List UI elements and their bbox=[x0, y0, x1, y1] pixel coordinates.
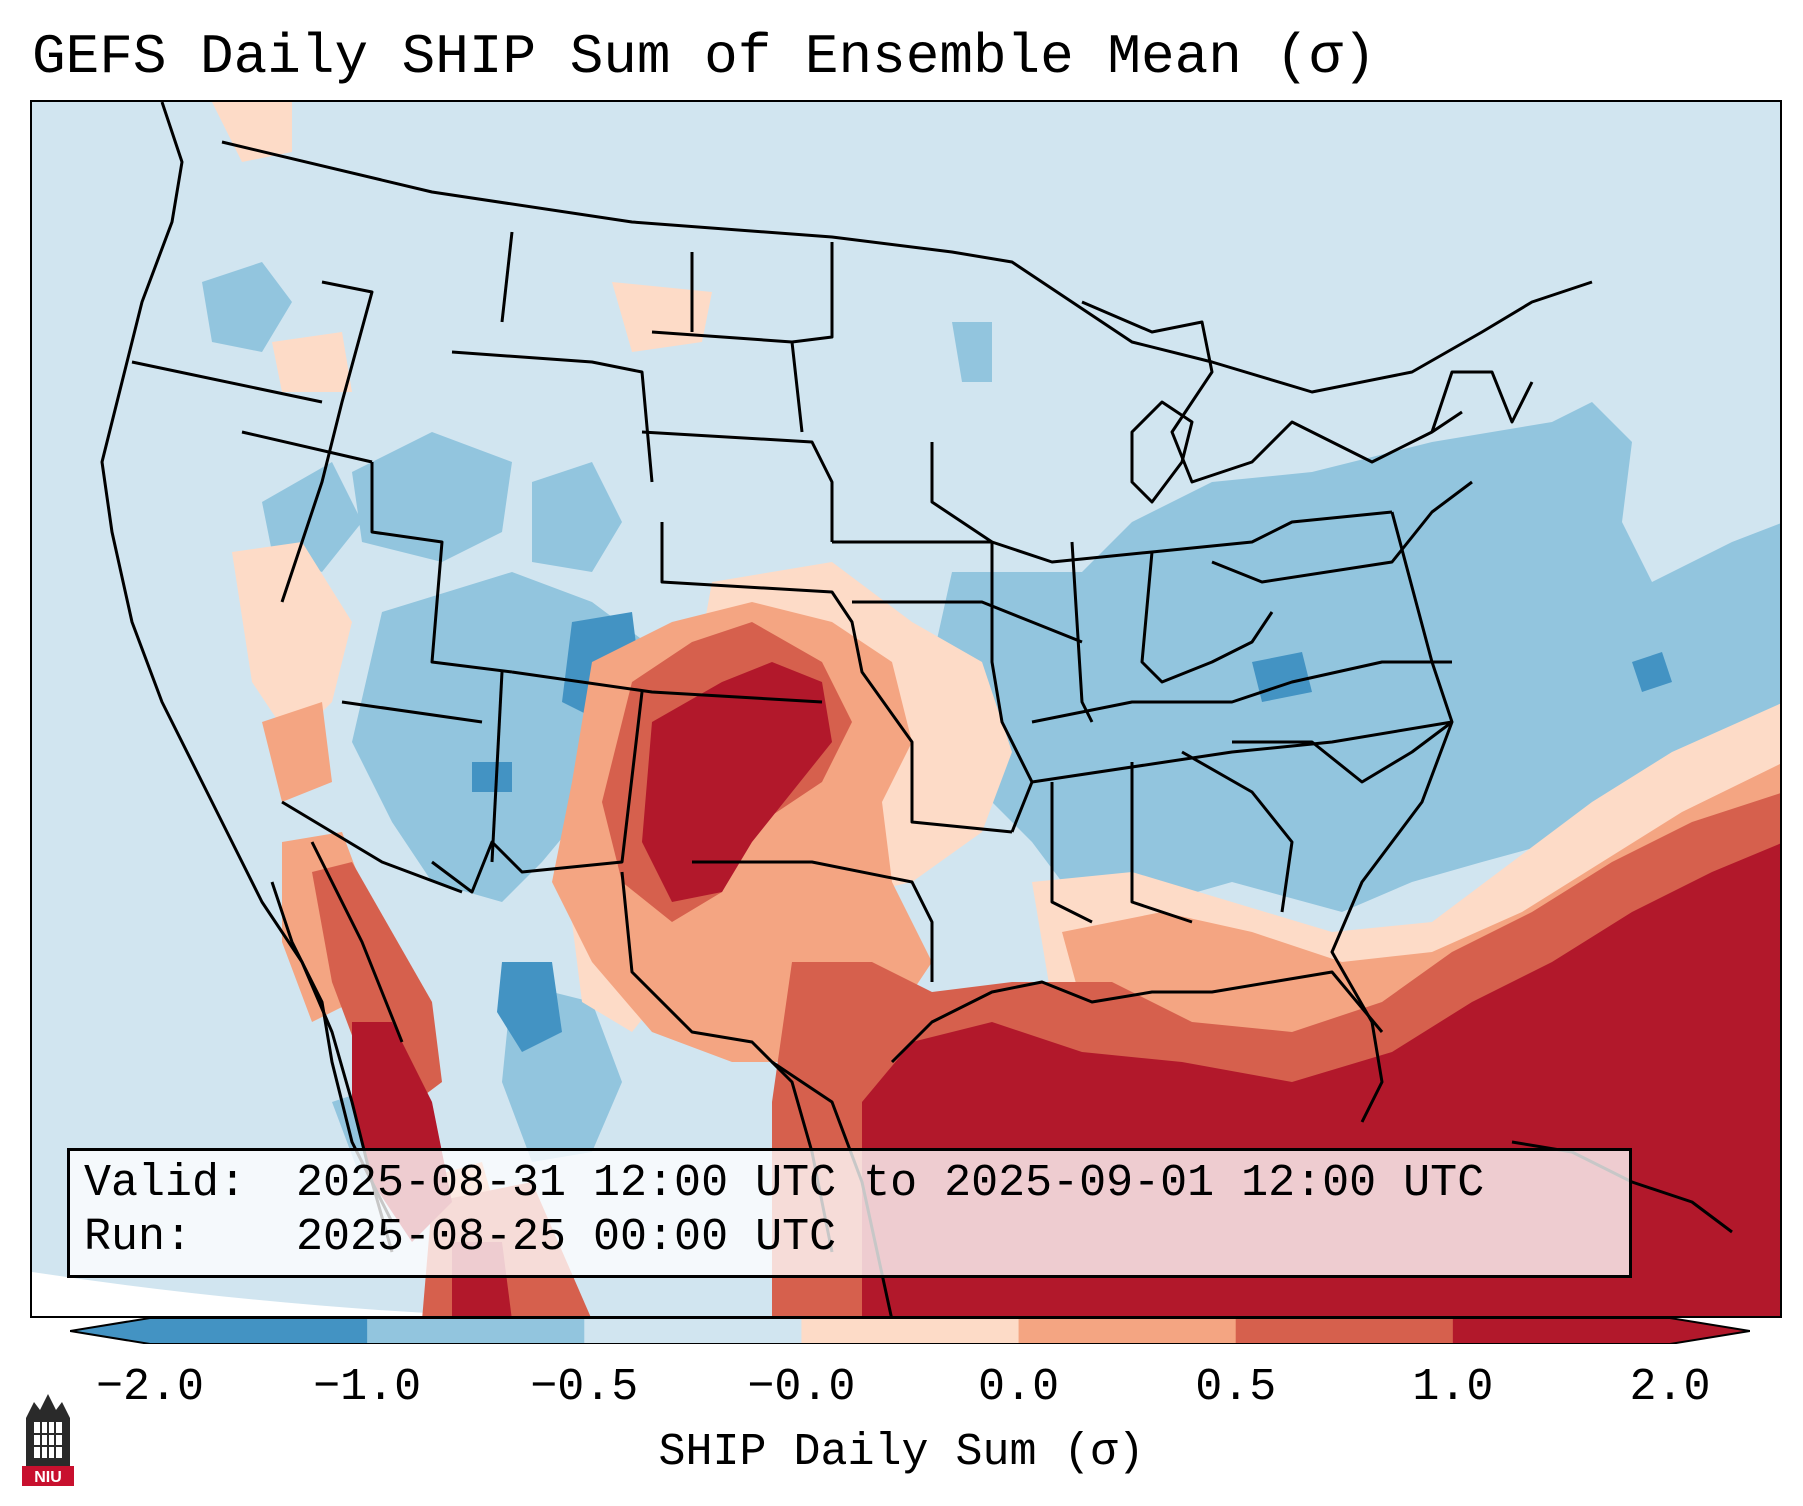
colorbar-segment bbox=[150, 1318, 368, 1344]
run-label: Run: bbox=[84, 1212, 193, 1263]
colorbar-tick-label: −1.0 bbox=[313, 1362, 422, 1413]
map-panel[interactable] bbox=[30, 100, 1782, 1318]
colorbar-segment bbox=[801, 1318, 1020, 1344]
logo-badge-icon bbox=[22, 1466, 74, 1486]
colorbar-under-extension bbox=[70, 1318, 150, 1344]
colorbar bbox=[70, 1318, 1750, 1344]
valid-value: 2025-08-31 12:00 UTC to 2025-09-01 12:00… bbox=[296, 1158, 1485, 1209]
colorbar-tick-label: 1.0 bbox=[1412, 1362, 1494, 1413]
projection-edge bbox=[32, 1272, 485, 1316]
map-title: GEFS Daily SHIP Sum of Ensemble Mean (σ) bbox=[32, 25, 1377, 89]
colorbar-tick-label: 2.0 bbox=[1629, 1362, 1711, 1413]
run-value: 2025-08-25 00:00 UTC bbox=[296, 1212, 837, 1263]
valid-label: Valid: bbox=[84, 1158, 247, 1209]
niu-logo: NIU bbox=[22, 1394, 74, 1486]
ship-field-map bbox=[32, 102, 1780, 1316]
colorbar-over-extension bbox=[1670, 1318, 1750, 1344]
field-dark-blue bbox=[472, 612, 1672, 1052]
colorbar-tick-label: −2.0 bbox=[95, 1362, 205, 1413]
colorbar-tick-label: −0.5 bbox=[530, 1362, 639, 1413]
boundaries bbox=[100, 102, 1733, 1316]
logo-text: NIU bbox=[34, 1469, 62, 1486]
colorbar-segment bbox=[1235, 1318, 1454, 1344]
colorbar-segment bbox=[367, 1318, 585, 1344]
colorbar-tick-label: −0.0 bbox=[747, 1362, 856, 1413]
valid-run-box: Valid: 2025-08-31 12:00 UTC to 2025-09-01… bbox=[67, 1148, 1632, 1278]
colorbar-tick-label: 0.0 bbox=[978, 1362, 1060, 1413]
colorbar-segment bbox=[584, 1318, 802, 1344]
colorbar-tick-label: 0.5 bbox=[1195, 1362, 1277, 1413]
colorbar-label: SHIP Daily Sum (σ) bbox=[658, 1427, 1145, 1478]
colorbar-segment bbox=[1018, 1318, 1237, 1344]
colorbar-segment bbox=[1452, 1318, 1671, 1344]
